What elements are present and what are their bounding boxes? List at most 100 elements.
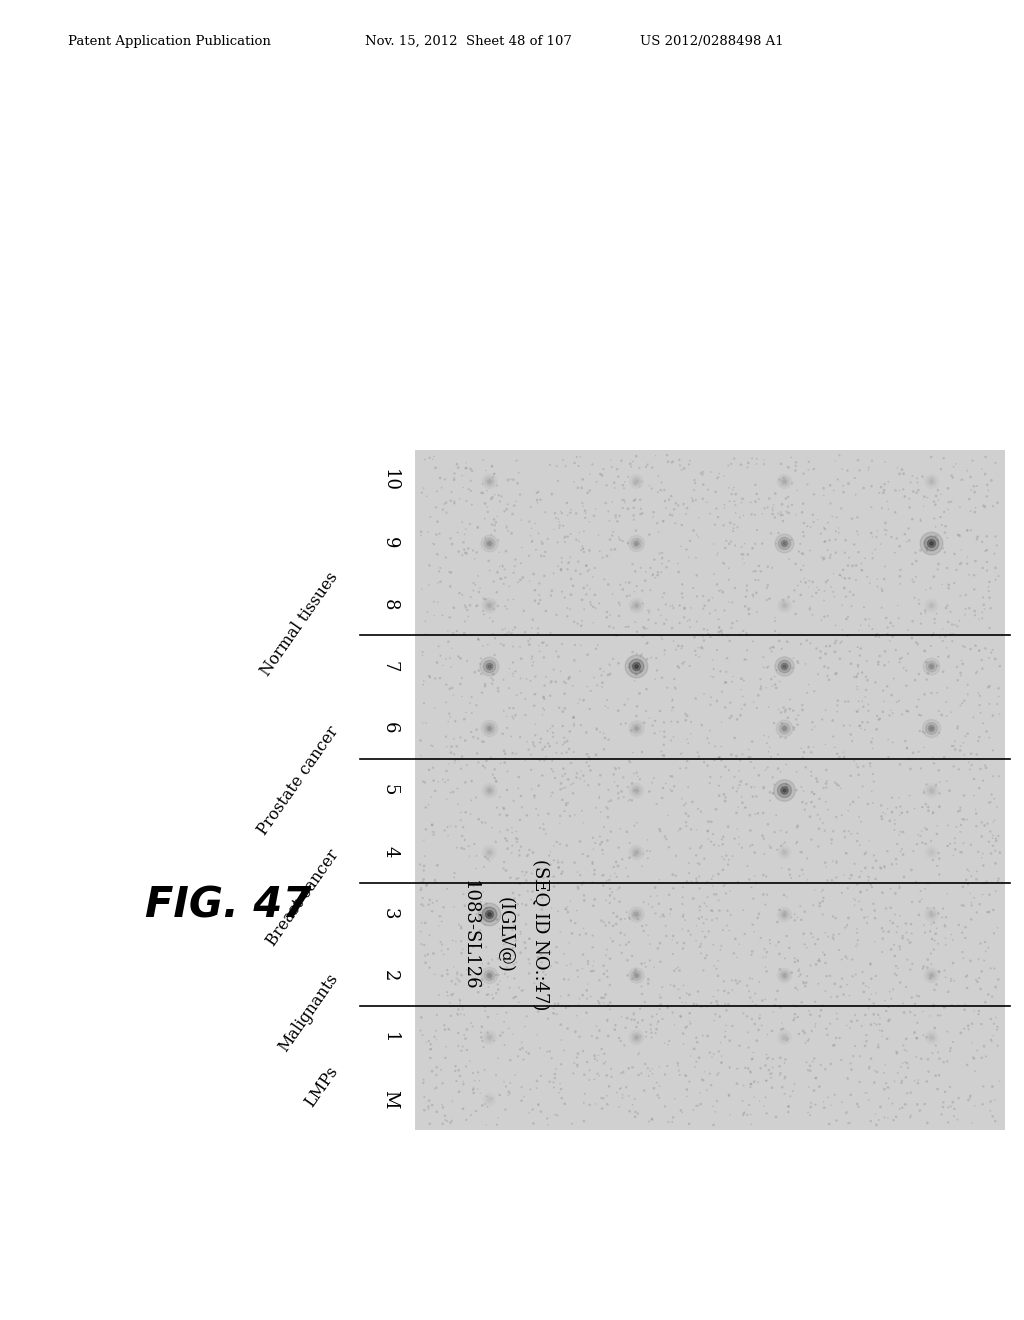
Point — [826, 737, 843, 758]
Point — [685, 520, 701, 541]
Point — [599, 960, 615, 981]
Point — [508, 743, 524, 764]
Point — [829, 1008, 846, 1030]
Point — [580, 775, 596, 796]
Point — [674, 587, 690, 609]
Point — [782, 689, 799, 710]
Point — [859, 907, 876, 928]
Point — [477, 1001, 494, 1022]
Point — [581, 1069, 597, 1090]
Point — [722, 692, 738, 713]
Point — [552, 1073, 568, 1094]
Point — [483, 524, 500, 545]
Point — [756, 828, 772, 849]
Point — [738, 774, 755, 795]
Point — [484, 611, 501, 632]
Point — [433, 1060, 450, 1081]
Point — [762, 789, 778, 810]
Point — [652, 701, 669, 722]
Point — [426, 605, 442, 626]
Point — [762, 737, 778, 758]
Point — [455, 817, 471, 838]
Point — [548, 1059, 564, 1080]
Point — [645, 507, 662, 528]
Point — [822, 475, 839, 496]
Point — [772, 726, 788, 747]
Point — [808, 1068, 824, 1089]
Point — [667, 677, 683, 698]
Point — [504, 920, 520, 941]
Point — [446, 752, 463, 774]
Point — [559, 598, 575, 619]
Point — [883, 898, 899, 919]
Point — [977, 755, 993, 776]
Point — [931, 797, 947, 818]
Point — [985, 705, 1001, 726]
Point — [742, 1077, 759, 1098]
Point — [947, 739, 964, 760]
Point — [959, 1015, 976, 1036]
Point — [417, 449, 433, 470]
Point — [559, 1018, 575, 1039]
Point — [568, 767, 585, 788]
Point — [618, 586, 635, 607]
Point — [543, 585, 559, 606]
Text: LMPs: LMPs — [302, 1064, 342, 1110]
Point — [655, 734, 672, 755]
Point — [538, 824, 554, 845]
Point — [788, 832, 805, 853]
Point — [706, 1114, 722, 1135]
Point — [686, 479, 702, 500]
Point — [870, 1035, 887, 1056]
Point — [918, 579, 934, 601]
Point — [925, 783, 941, 804]
Point — [545, 722, 561, 743]
Point — [648, 1072, 665, 1093]
Point — [975, 1094, 991, 1115]
Point — [908, 985, 925, 1006]
Point — [621, 932, 637, 953]
Point — [664, 690, 680, 711]
Point — [823, 870, 840, 891]
Point — [480, 983, 497, 1005]
Point — [886, 945, 902, 966]
Point — [735, 504, 752, 525]
Point — [506, 968, 522, 989]
Point — [848, 936, 864, 957]
Point — [701, 772, 718, 793]
Point — [473, 664, 489, 685]
Point — [496, 851, 512, 873]
Point — [416, 1086, 432, 1107]
Point — [950, 801, 967, 822]
Point — [935, 661, 951, 682]
Point — [815, 812, 831, 833]
Point — [897, 486, 913, 507]
Point — [657, 915, 674, 936]
Point — [778, 887, 795, 908]
Point — [733, 537, 750, 558]
Point — [893, 1056, 909, 1077]
Point — [512, 668, 528, 689]
Point — [851, 715, 867, 737]
Point — [732, 750, 749, 771]
Point — [652, 479, 669, 500]
Point — [767, 483, 783, 504]
Point — [442, 781, 459, 803]
Point — [856, 843, 872, 865]
Point — [535, 533, 551, 554]
Point — [595, 865, 611, 886]
Point — [743, 1008, 760, 1030]
Point — [933, 484, 949, 506]
Point — [624, 789, 640, 810]
Point — [679, 751, 695, 772]
Point — [711, 616, 727, 638]
Point — [599, 966, 615, 987]
Point — [770, 698, 786, 719]
Point — [892, 1098, 908, 1119]
Point — [817, 851, 834, 873]
Point — [563, 774, 580, 795]
Point — [625, 451, 641, 473]
Point — [949, 524, 966, 545]
Point — [765, 494, 781, 515]
Point — [560, 969, 577, 990]
